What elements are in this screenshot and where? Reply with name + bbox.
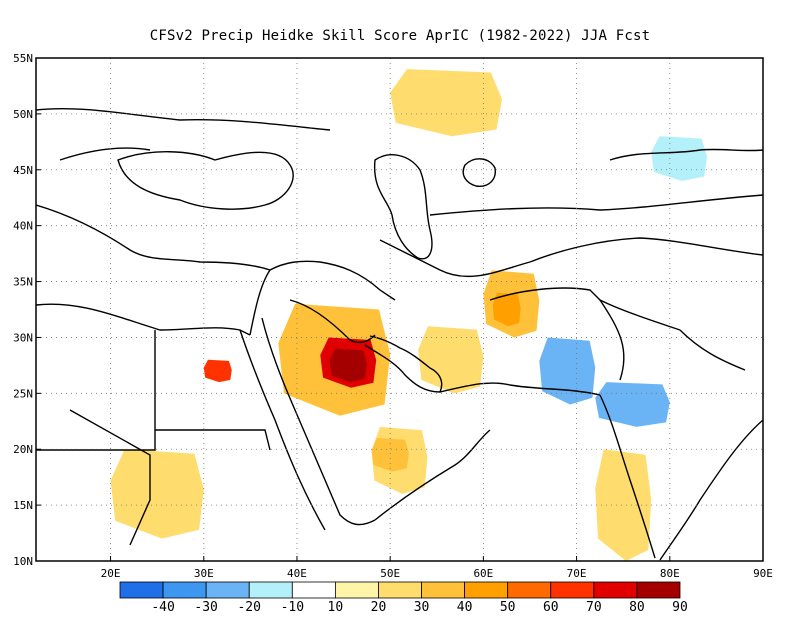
y-tick-label: 45N	[13, 164, 33, 177]
colorbar-swatch	[421, 581, 466, 599]
colorbar-swatch	[248, 581, 293, 599]
coastlines-and-borders	[36, 107, 763, 561]
colorbar-swatch	[119, 581, 164, 599]
x-tick-label: 60E	[473, 567, 493, 580]
x-tick-label: 20E	[101, 567, 121, 580]
skill-region	[203, 359, 232, 383]
map-title: CFSv2 Precip Heidke Skill Score AprIC (1…	[149, 28, 651, 44]
colorbar-label: -10	[281, 600, 304, 615]
colorbar: -40 -30 -20 -10 10 20 30 40 50 60 70 80 90	[119, 581, 688, 615]
colorbar-label: 70	[586, 600, 602, 615]
latitude-axis: 55N 50N 45N 40N 35N 30N 25N 20N 15N 10N	[13, 52, 41, 568]
skill-region	[390, 69, 503, 137]
skill-region	[651, 136, 708, 181]
x-tick-label: 80E	[660, 567, 680, 580]
colorbar-label: 10	[328, 600, 344, 615]
skill-region	[418, 326, 484, 394]
colorbar-label: -30	[194, 600, 217, 615]
y-tick-label: 40N	[13, 220, 33, 233]
colorbar-swatch	[378, 581, 422, 599]
skill-region	[492, 292, 521, 327]
y-tick-label: 10N	[13, 555, 33, 568]
y-tick-label: 25N	[13, 387, 33, 400]
colorbar-label: 80	[629, 600, 645, 615]
colorbar-swatch	[593, 581, 638, 599]
colorbar-label: 60	[543, 600, 559, 615]
colorbar-swatch	[334, 581, 379, 599]
colorbar-swatch	[550, 581, 595, 599]
colorbar-swatch	[291, 581, 336, 599]
skill-region	[110, 449, 204, 539]
colorbar-swatch	[507, 581, 552, 599]
colorbar-label: 40	[457, 600, 473, 615]
y-tick-label: 20N	[13, 443, 33, 456]
y-tick-label: 35N	[13, 276, 33, 289]
skill-region	[595, 449, 652, 561]
colorbar-label: 30	[414, 600, 430, 615]
longitude-axis: 20E 30E 40E 50E 60E 70E 80E 90E	[101, 556, 773, 580]
y-tick-label: 30N	[13, 331, 33, 344]
colorbar-label: -20	[237, 600, 260, 615]
colorbar-swatch	[162, 581, 207, 599]
plot-frame	[35, 57, 764, 562]
y-tick-label: 15N	[13, 499, 33, 512]
y-tick-label: 50N	[13, 108, 33, 121]
y-tick-label: 55N	[13, 52, 33, 65]
x-tick-label: 90E	[753, 567, 773, 580]
colorbar-label: 20	[371, 600, 387, 615]
x-tick-label: 30E	[194, 567, 214, 580]
x-tick-label: 40E	[287, 567, 307, 580]
colorbar-swatch	[205, 581, 250, 599]
colorbar-swatch	[636, 581, 681, 599]
colorbar-label: -40	[151, 600, 174, 615]
skill-region	[539, 337, 596, 405]
colorbar-label: 50	[500, 600, 516, 615]
graticule	[36, 58, 763, 561]
skill-region	[371, 438, 409, 472]
colorbar-label: 90	[672, 600, 688, 615]
x-tick-label: 50E	[380, 567, 400, 580]
colorbar-swatch	[464, 581, 509, 599]
x-tick-label: 70E	[567, 567, 587, 580]
skill-region	[329, 348, 367, 383]
